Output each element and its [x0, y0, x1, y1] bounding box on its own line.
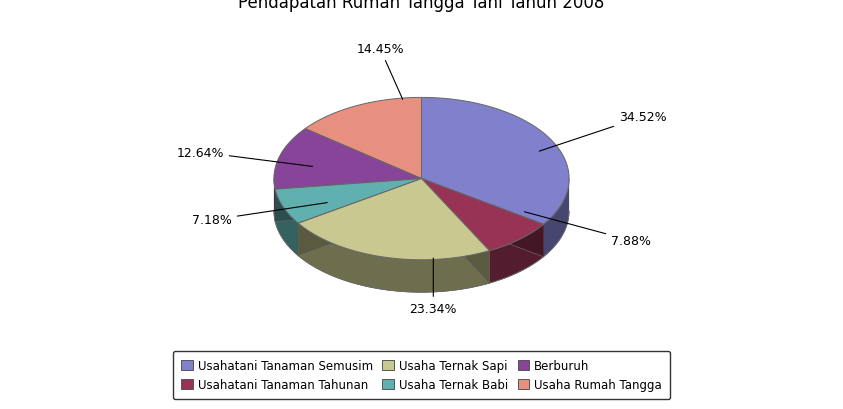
Text: 34.52%: 34.52% [540, 111, 667, 152]
Polygon shape [298, 179, 490, 260]
Polygon shape [274, 180, 275, 222]
Polygon shape [422, 179, 490, 283]
Title: Pendapatan Rumah Tangga Tani Tahun 2008: Pendapatan Rumah Tangga Tani Tahun 2008 [239, 0, 604, 11]
Polygon shape [298, 179, 422, 256]
Polygon shape [275, 179, 422, 224]
Legend: Usahatani Tanaman Semusim, Usahatani Tanaman Tahunan, Usaha Ternak Sapi, Usaha T: Usahatani Tanaman Semusim, Usahatani Tan… [173, 351, 670, 399]
Text: 7.18%: 7.18% [192, 203, 327, 227]
Polygon shape [422, 179, 544, 257]
Polygon shape [275, 190, 298, 256]
Text: 7.88%: 7.88% [524, 212, 651, 247]
Text: 23.34%: 23.34% [410, 258, 457, 315]
Polygon shape [305, 98, 422, 179]
Polygon shape [422, 98, 569, 225]
Polygon shape [275, 179, 422, 222]
Text: 14.45%: 14.45% [357, 43, 404, 100]
Polygon shape [490, 225, 544, 283]
Polygon shape [274, 129, 422, 190]
Polygon shape [298, 179, 422, 256]
Polygon shape [544, 180, 569, 257]
Polygon shape [422, 179, 544, 257]
Polygon shape [422, 179, 490, 283]
Polygon shape [422, 179, 544, 251]
Polygon shape [275, 179, 422, 222]
Text: 12.64%: 12.64% [176, 146, 313, 167]
Polygon shape [298, 224, 490, 292]
